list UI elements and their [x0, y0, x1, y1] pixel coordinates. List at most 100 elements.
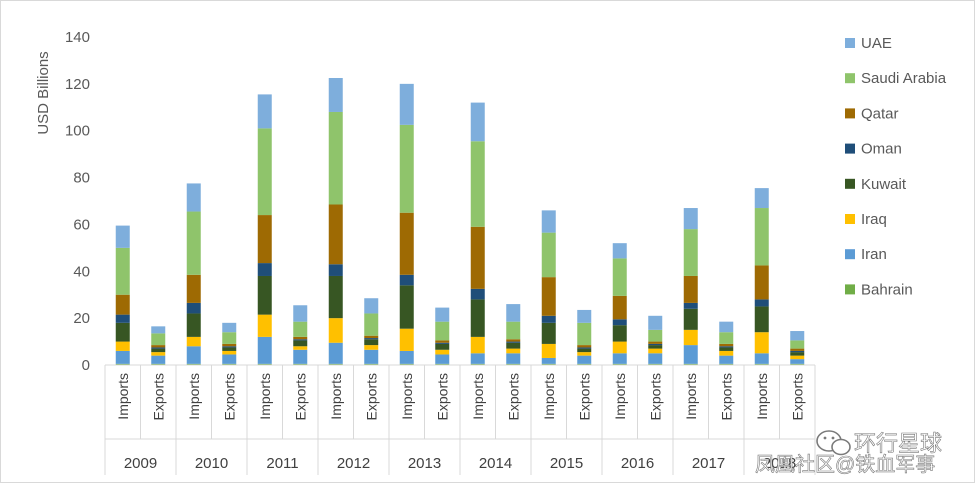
bar-segment-bahrain-2009-exports: [151, 363, 166, 365]
x-tick-label-2012-imports: Imports: [328, 373, 344, 420]
y-tick-label-60: 60: [73, 216, 90, 233]
bar-segment-qatar-2017-imports: [683, 275, 698, 303]
bar-segment-bahrain-2015-exports: [577, 363, 592, 365]
bar-segment-iran-2013-exports: [435, 354, 450, 364]
bar-segment-oman-2017-exports: [719, 346, 734, 348]
bar-segment-iraq-2015-imports: [541, 343, 556, 358]
bar-segment-bahrain-2010-imports: [186, 363, 201, 365]
x-tick-label-2013-exports: Exports: [434, 373, 450, 420]
legend-swatch-bahrain: [845, 284, 855, 295]
legend-swatch-iraq: [845, 214, 855, 224]
x-tick-label-2016-exports: Exports: [647, 373, 663, 420]
x-tick-label-2014-imports: Imports: [470, 373, 486, 420]
x-year-label-2010: 2010: [195, 455, 228, 472]
bar-segment-oman-2011-exports: [293, 339, 308, 341]
bar-segment-iraq-2017-imports: [683, 329, 698, 346]
bar-segment-qatar-2013-exports: [435, 340, 450, 343]
bar-segment-saudi-arabia-2018-imports: [754, 208, 769, 266]
bar-segment-uae-2015-exports: [577, 309, 592, 323]
legend-label-kuwait: Kuwait: [861, 176, 907, 193]
bar-segment-saudi-arabia-2011-imports: [257, 128, 272, 216]
bar-segment-oman-2015-exports: [577, 347, 592, 349]
bar-segment-saudi-arabia-2012-imports: [328, 111, 343, 205]
bar-segment-iraq-2018-imports: [754, 332, 769, 354]
bar-segment-iraq-2016-exports: [648, 348, 663, 354]
bar-segment-qatar-2017-exports: [719, 343, 734, 347]
bar-segment-qatar-2010-exports: [222, 343, 237, 347]
x-tick-label-2010-imports: Imports: [186, 373, 202, 420]
legend-label-saudi-arabia: Saudi Arabia: [861, 70, 947, 87]
bar-segment-kuwait-2015-imports: [541, 322, 556, 344]
x-year-label-2018: 2018: [763, 455, 796, 472]
bar-segment-bahrain-2017-exports: [719, 363, 734, 365]
bar-segment-qatar-2015-exports: [577, 345, 592, 348]
bar-segment-qatar-2009-exports: [151, 345, 166, 348]
bar-segment-uae-2016-imports: [612, 243, 627, 259]
bar-segment-oman-2018-imports: [754, 299, 769, 307]
bar-segment-iran-2014-imports: [470, 353, 485, 364]
bar-segment-uae-2016-exports: [648, 315, 663, 330]
bar-segment-iran-2016-imports: [612, 353, 627, 364]
x-tick-label-2017-exports: Exports: [718, 373, 734, 420]
bar-segment-oman-2011-imports: [257, 263, 272, 276]
legend-label-qatar: Qatar: [861, 105, 899, 122]
bar-segment-uae-2018-imports: [754, 188, 769, 209]
legend-swatch-uae: [845, 38, 855, 48]
bar-segment-qatar-2009-imports: [115, 294, 130, 315]
bar-segment-iraq-2010-exports: [222, 350, 237, 355]
bar-segment-qatar-2016-exports: [648, 341, 663, 344]
x-tick-label-2011-imports: Imports: [257, 373, 273, 420]
bar-segment-kuwait-2016-exports: [648, 345, 663, 349]
bar-segment-uae-2018-exports: [790, 331, 805, 341]
bar-segment-qatar-2014-imports: [470, 226, 485, 289]
bar-segment-uae-2010-imports: [186, 183, 201, 212]
bar-segment-oman-2012-exports: [364, 338, 379, 340]
bar-segment-iran-2012-imports: [328, 342, 343, 364]
x-year-label-2011: 2011: [266, 455, 298, 472]
legend-swatch-saudi-arabia: [845, 73, 855, 84]
x-tick-label-2013-imports: Imports: [399, 373, 415, 420]
bar-segment-kuwait-2014-exports: [506, 342, 521, 349]
legend-label-uae: UAE: [861, 35, 892, 52]
legend-label-iraq: Iraq: [861, 211, 887, 228]
bar-segment-kuwait-2013-imports: [399, 285, 414, 329]
y-tick-label-20: 20: [73, 310, 90, 327]
bar-segment-kuwait-2011-exports: [293, 340, 308, 347]
y-tick-label-140: 140: [65, 29, 90, 46]
bar-segment-bahrain-2012-imports: [328, 363, 343, 365]
bar-segment-bahrain-2014-exports: [506, 363, 521, 365]
bar-segment-iran-2011-exports: [293, 349, 308, 364]
bar-segment-bahrain-2009-imports: [115, 363, 130, 365]
x-tick-label-2009-exports: Exports: [150, 373, 166, 420]
bar-segment-oman-2009-exports: [151, 347, 166, 349]
bar-segment-uae-2009-imports: [115, 225, 130, 248]
y-tick-label-120: 120: [65, 76, 90, 93]
bar-segment-iran-2018-imports: [754, 353, 769, 364]
bar-segment-uae-2011-imports: [257, 94, 272, 129]
bar-segment-iraq-2011-exports: [293, 346, 308, 350]
watermark-subtitle: 凤凰社区@铁血军事: [755, 453, 935, 476]
bar-segment-bahrain-2014-imports: [470, 363, 485, 365]
bar-segment-bahrain-2017-imports: [683, 363, 698, 365]
wechat-logo-icon: [816, 430, 851, 456]
x-tick-label-2017-imports: Imports: [683, 373, 699, 420]
bar-segment-iran-2013-imports: [399, 350, 414, 364]
bar-segment-oman-2013-imports: [399, 274, 414, 286]
bar-segment-iraq-2009-imports: [115, 341, 130, 351]
x-tick-label-2016-imports: Imports: [612, 373, 628, 420]
legend-label-oman: Oman: [861, 141, 902, 158]
x-year-label-2016: 2016: [621, 455, 654, 472]
bar-segment-bahrain-2016-imports: [612, 363, 627, 365]
x-axis: Imports Exports Imports Exports Imports Expor…: [104, 364, 816, 475]
bar-segment-oman-2012-imports: [328, 264, 343, 276]
bar-segment-uae-2010-exports: [222, 322, 237, 333]
bar-segment-iraq-2012-exports: [364, 345, 379, 350]
bar-segment-bahrain-2012-exports: [364, 363, 379, 365]
x-tick-label-2015-imports: Imports: [541, 373, 557, 420]
bar-segment-iran-2017-exports: [719, 355, 734, 364]
bar-segment-saudi-arabia-2017-imports: [683, 229, 698, 276]
bar-segment-uae-2012-exports: [364, 298, 379, 314]
bar-segment-uae-2013-exports: [435, 307, 450, 322]
bar-segment-oman-2016-exports: [648, 343, 663, 346]
bar-segment-qatar-2011-imports: [257, 215, 272, 264]
